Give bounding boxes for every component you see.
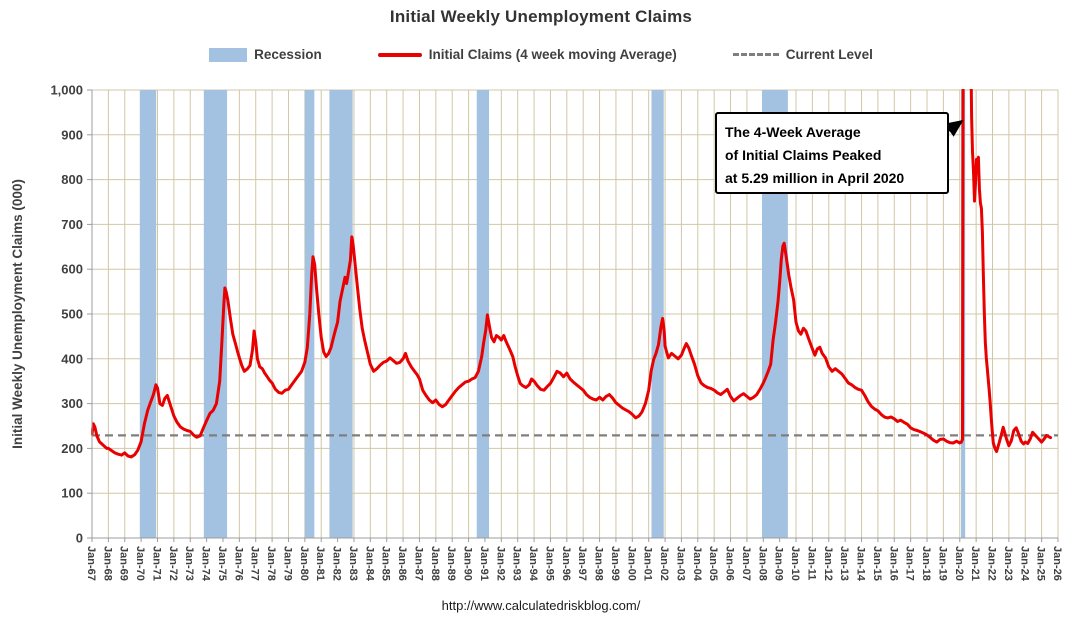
svg-text:Jan-02: Jan-02 xyxy=(658,546,670,581)
svg-text:1,000: 1,000 xyxy=(50,83,83,98)
svg-text:900: 900 xyxy=(61,127,83,142)
svg-text:Jan-24: Jan-24 xyxy=(1018,546,1030,582)
svg-text:Jan-85: Jan-85 xyxy=(380,546,392,581)
svg-text:Jan-87: Jan-87 xyxy=(412,546,424,581)
svg-text:800: 800 xyxy=(61,172,83,187)
svg-text:Jan-83: Jan-83 xyxy=(347,546,359,581)
peak-annotation: The 4-Week Average of Initial Claims Peak… xyxy=(715,112,964,194)
claims-line-swatch-icon xyxy=(377,52,422,57)
legend-label-recession: Recession xyxy=(254,47,322,62)
svg-text:Jan-69: Jan-69 xyxy=(118,546,130,581)
recession-swatch-icon xyxy=(209,47,248,62)
svg-text:Jan-18: Jan-18 xyxy=(920,546,932,581)
svg-text:Jan-90: Jan-90 xyxy=(462,546,474,581)
svg-text:Jan-74: Jan-74 xyxy=(200,546,212,582)
svg-text:Jan-97: Jan-97 xyxy=(576,546,588,581)
legend-item-current-level: Current Level xyxy=(732,47,873,62)
svg-text:Jan-14: Jan-14 xyxy=(855,546,867,582)
svg-text:Jan-82: Jan-82 xyxy=(331,546,343,581)
legend: Recession Initial Claims (4 week moving … xyxy=(0,47,1082,62)
svg-text:300: 300 xyxy=(61,396,83,411)
source-url: http://www.calculatedriskblog.com/ xyxy=(441,598,641,613)
svg-text:Jan-21: Jan-21 xyxy=(969,546,981,581)
svg-text:Jan-10: Jan-10 xyxy=(789,546,801,581)
svg-text:Jan-67: Jan-67 xyxy=(85,546,97,581)
svg-text:Jan-08: Jan-08 xyxy=(756,546,768,581)
chart-title: Initial Weekly Unemployment Claims xyxy=(389,7,693,26)
svg-text:Jan-05: Jan-05 xyxy=(707,546,719,581)
svg-text:100: 100 xyxy=(61,486,83,501)
svg-text:Jan-96: Jan-96 xyxy=(560,546,572,581)
svg-text:Jan-84: Jan-84 xyxy=(363,546,375,582)
svg-text:Jan-11: Jan-11 xyxy=(805,546,817,580)
svg-text:Jan-00: Jan-00 xyxy=(625,546,637,581)
svg-text:Jan-93: Jan-93 xyxy=(511,546,523,581)
svg-text:of Initial Claims Peaked: of Initial Claims Peaked xyxy=(725,147,881,163)
svg-text:Jan-20: Jan-20 xyxy=(953,546,965,581)
svg-text:600: 600 xyxy=(61,262,83,277)
svg-text:Jan-01: Jan-01 xyxy=(642,546,654,581)
svg-text:Jan-23: Jan-23 xyxy=(1002,546,1014,581)
legend-label-current-level: Current Level xyxy=(785,47,873,62)
svg-text:Jan-22: Jan-22 xyxy=(986,546,998,581)
svg-text:Jan-26: Jan-26 xyxy=(1051,546,1063,581)
svg-text:Jan-79: Jan-79 xyxy=(281,546,293,581)
svg-text:Jan-77: Jan-77 xyxy=(249,546,261,581)
svg-text:700: 700 xyxy=(61,217,83,232)
svg-text:Jan-98: Jan-98 xyxy=(593,546,605,581)
svg-text:Jan-03: Jan-03 xyxy=(674,546,686,581)
svg-text:Jan-73: Jan-73 xyxy=(183,546,195,581)
svg-text:Jan-80: Jan-80 xyxy=(298,546,310,581)
legend-item-initial-claims: Initial Claims (4 week moving Average) xyxy=(377,47,677,62)
svg-text:Jan-71: Jan-71 xyxy=(150,546,162,581)
svg-text:Jan-86: Jan-86 xyxy=(396,546,408,581)
svg-text:0: 0 xyxy=(76,531,83,546)
svg-text:Initial Weekly Unemployment Cl: Initial Weekly Unemployment Claims (000) xyxy=(10,179,25,449)
legend-label-initial-claims: Initial Claims (4 week moving Average) xyxy=(428,47,677,62)
svg-text:Jan-19: Jan-19 xyxy=(936,546,948,581)
svg-text:Jan-91: Jan-91 xyxy=(478,546,490,581)
legend-item-recession: Recession xyxy=(209,47,322,62)
svg-text:Jan-68: Jan-68 xyxy=(101,546,113,581)
svg-text:Jan-12: Jan-12 xyxy=(822,546,834,581)
svg-text:500: 500 xyxy=(61,307,83,322)
svg-text:Jan-17: Jan-17 xyxy=(904,546,916,581)
svg-text:Jan-88: Jan-88 xyxy=(429,546,441,581)
svg-text:Jan-15: Jan-15 xyxy=(871,546,883,581)
svg-text:Jan-81: Jan-81 xyxy=(314,546,326,581)
svg-text:The 4-Week Average: The 4-Week Average xyxy=(725,124,861,140)
svg-text:Jan-99: Jan-99 xyxy=(609,546,621,581)
svg-text:Jan-09: Jan-09 xyxy=(773,546,785,581)
svg-text:Jan-07: Jan-07 xyxy=(740,546,752,581)
svg-text:Jan-78: Jan-78 xyxy=(265,546,277,581)
svg-text:Jan-25: Jan-25 xyxy=(1035,546,1047,581)
svg-text:Jan-16: Jan-16 xyxy=(887,546,899,581)
svg-text:Jan-89: Jan-89 xyxy=(445,546,457,581)
svg-text:Jan-95: Jan-95 xyxy=(543,546,555,581)
svg-text:Jan-13: Jan-13 xyxy=(838,546,850,581)
current-level-swatch-icon xyxy=(732,53,779,56)
svg-text:200: 200 xyxy=(61,441,83,456)
svg-text:Jan-70: Jan-70 xyxy=(134,546,146,581)
svg-text:at 5.29 million in April 2020: at 5.29 million in April 2020 xyxy=(725,170,904,186)
svg-text:Jan-06: Jan-06 xyxy=(724,546,736,581)
svg-text:Jan-75: Jan-75 xyxy=(216,546,228,581)
svg-text:Jan-94: Jan-94 xyxy=(527,546,539,582)
svg-text:Jan-92: Jan-92 xyxy=(494,546,506,581)
svg-text:Jan-04: Jan-04 xyxy=(691,546,703,582)
svg-text:Jan-76: Jan-76 xyxy=(232,546,244,581)
svg-text:Jan-72: Jan-72 xyxy=(167,546,179,581)
svg-text:400: 400 xyxy=(61,351,83,366)
